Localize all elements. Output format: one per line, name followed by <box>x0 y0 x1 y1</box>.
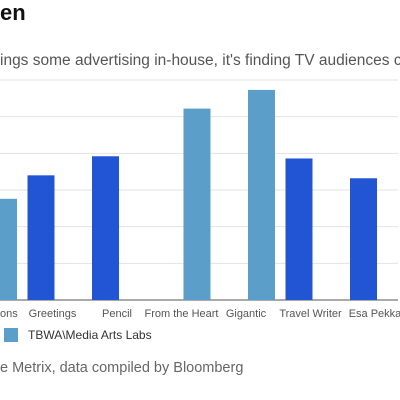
x-tick-label: Esa Pekka <box>349 308 400 320</box>
source-note: e Metrix, data compiled by Bloomberg <box>0 360 243 376</box>
x-tick-label: ons <box>0 308 18 320</box>
x-tick-label: From the Heart <box>145 308 219 320</box>
bar <box>183 108 211 300</box>
bar <box>92 156 119 300</box>
legend-label: TBWA\Media Arts Labs <box>28 328 152 342</box>
x-tick-label: Travel Writer <box>279 308 342 320</box>
chart-subtitle: ings some advertising in-house, it's fin… <box>0 52 400 69</box>
bar <box>27 175 55 300</box>
chart-title: en <box>0 0 26 25</box>
x-tick-label: Greetings <box>29 308 77 320</box>
x-tick-label: Pencil <box>102 308 132 320</box>
x-tick-label: Gigantic <box>226 308 267 320</box>
bar <box>0 198 17 300</box>
legend-swatch <box>4 328 18 342</box>
bar <box>248 89 275 301</box>
bar <box>285 158 313 300</box>
bar <box>350 178 377 300</box>
